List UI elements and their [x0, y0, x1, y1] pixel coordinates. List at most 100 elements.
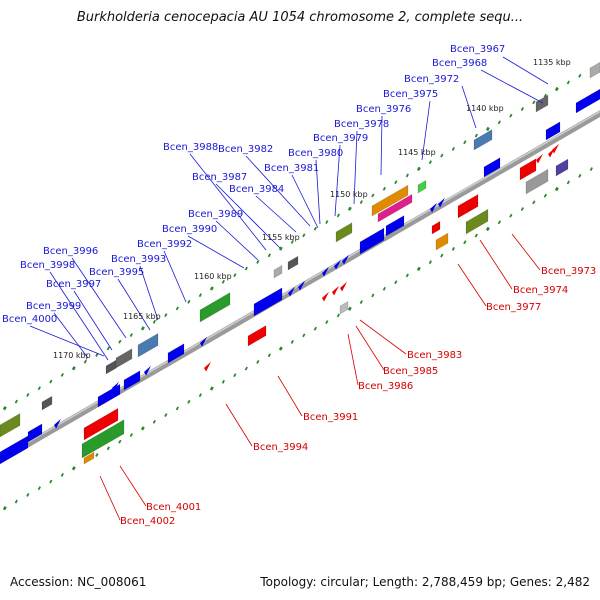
gene-label[interactable]: Bcen_3995 [89, 267, 144, 278]
kbp-label: 1150 kbp [330, 190, 368, 199]
tick-mark [26, 392, 30, 397]
forward-gene [371, 184, 409, 217]
tick-mark [336, 313, 340, 318]
gene-label[interactable]: Bcen_3999 [26, 301, 81, 312]
gene-label[interactable]: Bcen_3996 [43, 246, 98, 257]
tick-mark [60, 373, 64, 377]
label-leader-lines [29, 56, 549, 521]
forward-gene [97, 383, 121, 408]
gene-label[interactable]: Bcen_3983 [407, 350, 462, 361]
gene-label[interactable]: Bcen_3982 [218, 144, 273, 155]
leader-line [353, 130, 358, 205]
gene-label[interactable]: Bcen_3973 [541, 266, 596, 277]
leader-line [347, 333, 359, 386]
forward-gene [535, 94, 549, 113]
gene-label[interactable]: Bcen_3981 [264, 163, 319, 174]
gene-label[interactable]: Bcen_4000 [2, 314, 57, 325]
tick-mark [267, 253, 271, 258]
topology-summary: Topology: circular; Length: 2,788,459 bp… [260, 575, 590, 589]
gene-label[interactable]: Bcen_3997 [46, 279, 101, 290]
gene-label[interactable]: Bcen_4001 [146, 502, 201, 513]
kbp-label: 1170 kbp [53, 351, 91, 360]
leader-line [71, 257, 127, 339]
tick-mark [325, 320, 329, 324]
forward-gene-arrow [112, 381, 119, 392]
forward-gene [199, 292, 231, 323]
tick-mark [233, 373, 237, 378]
forward-gene [123, 370, 141, 391]
tick-mark [497, 220, 501, 225]
tick-mark [440, 153, 444, 158]
forward-gene [335, 222, 353, 243]
forward-gene [115, 348, 133, 369]
gene-label[interactable]: Bcen_3977 [486, 302, 541, 313]
gene-label[interactable]: Bcen_3991 [303, 412, 358, 423]
tick-mark [485, 126, 490, 132]
gene-label[interactable]: Bcen_3990 [162, 224, 217, 235]
leader-line [255, 195, 297, 233]
gene-label[interactable]: Bcen_3974 [513, 285, 568, 296]
tick-mark [95, 453, 99, 457]
tick-mark [95, 353, 99, 357]
tick-mark [347, 206, 352, 211]
leader-line [215, 183, 281, 249]
forward-gene [385, 215, 405, 237]
tick-mark [359, 300, 363, 305]
tick-mark [463, 140, 467, 145]
forward-gene [575, 88, 600, 114]
gene-label[interactable]: Bcen_3972 [404, 74, 459, 85]
tick-mark [394, 180, 398, 185]
forward-gene [167, 343, 185, 364]
reverse-gene [339, 300, 349, 315]
gene-label[interactable]: Bcen_3988 [163, 142, 218, 153]
tick-mark [532, 200, 536, 205]
tick-mark [428, 160, 432, 165]
tick-mark [440, 253, 444, 258]
tick-mark [71, 366, 76, 371]
gene-label[interactable]: Bcen_3984 [229, 184, 284, 195]
tick-mark [140, 426, 145, 431]
gene-label[interactable]: Bcen_3989 [188, 209, 243, 220]
gene-label[interactable]: Bcen_3980 [288, 148, 343, 159]
leader-line [187, 235, 245, 269]
leader-line [315, 159, 321, 225]
gene-label[interactable]: Bcen_3978 [334, 119, 389, 130]
tick-mark [26, 492, 30, 497]
tick-mark [578, 173, 582, 178]
leader-line [139, 265, 159, 321]
tick-mark [463, 240, 467, 245]
tick-mark [543, 193, 547, 198]
tick-mark [278, 346, 283, 351]
leader-line [53, 312, 89, 359]
tick-mark [175, 406, 179, 411]
forward-gene-labels: Bcen_3967 Bcen_3968 Bcen_3972 Bcen_3975 … [2, 44, 505, 325]
gene-label[interactable]: Bcen_3968 [432, 58, 487, 69]
gene-label[interactable]: Bcen_3994 [253, 442, 308, 453]
gene-label[interactable]: Bcen_4002 [120, 516, 175, 527]
tick-mark [198, 293, 202, 298]
leader-line [29, 325, 105, 357]
gene-label[interactable]: Bcen_3979 [313, 133, 368, 144]
forward-gene [545, 121, 561, 141]
tick-mark [382, 286, 386, 291]
accession-text: Accession: NC_008061 [10, 575, 147, 589]
leader-line [215, 220, 259, 261]
tick-mark [589, 167, 593, 172]
tick-mark [394, 280, 398, 285]
tick-mark [2, 406, 7, 411]
gene-label[interactable]: Bcen_3992 [137, 239, 192, 250]
reverse-gene [465, 208, 489, 235]
gene-label[interactable]: Bcen_3985 [383, 366, 438, 377]
gene-label[interactable]: Bcen_3986 [358, 381, 413, 392]
tick-mark [37, 486, 41, 491]
tick-mark [313, 326, 317, 331]
leader-line [479, 239, 513, 290]
gene-label[interactable]: Bcen_3987 [192, 172, 247, 183]
tick-mark [451, 246, 455, 251]
gene-label[interactable]: Bcen_3993 [111, 254, 166, 265]
gene-label[interactable]: Bcen_3975 [383, 89, 438, 100]
gene-label[interactable]: Bcen_3967 [450, 44, 505, 55]
gene-label[interactable]: Bcen_3998 [20, 260, 75, 271]
gene-label[interactable]: Bcen_3976 [356, 104, 411, 115]
